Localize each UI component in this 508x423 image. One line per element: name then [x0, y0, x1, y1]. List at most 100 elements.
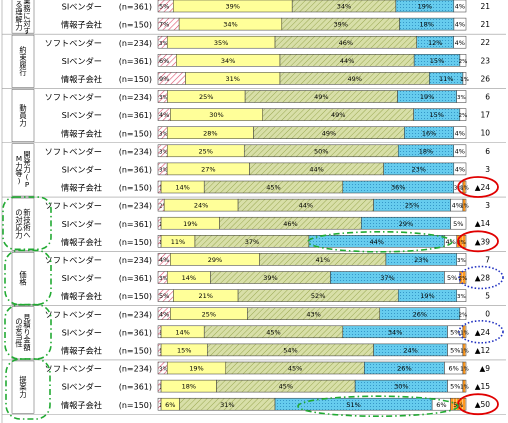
- data-label: 43%: [306, 310, 320, 318]
- diff-value: 3: [485, 165, 490, 174]
- data-label: 30%: [394, 383, 408, 391]
- diff-value: ▲12: [475, 346, 491, 355]
- data-label: 4%: [455, 39, 465, 47]
- row-n-label: (n=150): [119, 347, 152, 356]
- data-label: 3%: [159, 41, 168, 47]
- bar-segment-very-poor: [453, 162, 467, 176]
- green-highlight-group-label: [5, 358, 51, 420]
- diff-value: ▲39: [475, 237, 491, 246]
- row-label: ソフトベンダー: [45, 92, 102, 102]
- data-label: 49%: [322, 129, 336, 137]
- row-label: 情報子会社: [61, 183, 102, 193]
- data-label: 34%: [337, 3, 351, 11]
- row-n-label: (n=234): [119, 256, 152, 265]
- row-n-label: (n=150): [119, 238, 152, 247]
- data-label: 27%: [201, 166, 215, 174]
- data-label: 39%: [333, 21, 347, 29]
- row-label: ソフトベンダー: [45, 201, 102, 211]
- diff-value: 3: [485, 201, 490, 210]
- data-label: 44%: [369, 238, 383, 246]
- row-n-label: (n=361): [119, 328, 152, 337]
- red-highlight-circle: [457, 230, 499, 253]
- group-label: 業務に対す: [23, 0, 31, 35]
- data-label: 3%: [159, 276, 168, 282]
- data-label: 5%: [159, 292, 169, 300]
- group-label: 約束履行: [19, 45, 26, 77]
- group-label-char: 力: [15, 23, 22, 32]
- data-label: 25%: [199, 93, 213, 101]
- row-n-label: (n=234): [119, 365, 152, 374]
- red-highlight-circle: [457, 176, 499, 198]
- row-label: 情報子会社: [61, 346, 102, 356]
- row-label: ソフトベンダー: [45, 255, 102, 265]
- data-label: 44%: [309, 166, 323, 174]
- data-label: 4%: [445, 238, 455, 246]
- group-label-char: 動: [19, 103, 26, 112]
- data-label: 45%: [266, 184, 280, 192]
- diff-value: 23: [480, 56, 490, 65]
- row-label: ソフトベンダー: [45, 146, 102, 156]
- row-label: 情報子会社: [61, 400, 102, 410]
- bar-segment-very-poor: [456, 289, 467, 302]
- group-label-char: 約: [19, 45, 26, 54]
- row-label: SIベンダー: [62, 219, 102, 229]
- group-label-char: 額: [23, 343, 30, 352]
- row-n-label: (n=361): [119, 57, 152, 66]
- data-label: 24%: [194, 202, 208, 210]
- row-label: 情報子会社: [61, 291, 102, 301]
- group-label-char: 性: [15, 339, 22, 348]
- row-label: ソフトベンダー: [45, 364, 102, 374]
- red-highlight-circle: [457, 393, 499, 416]
- data-label: 46%: [283, 220, 297, 228]
- diff-value: 10: [480, 129, 490, 138]
- row-label: 情報子会社: [61, 74, 102, 84]
- group-label-char: す: [23, 26, 30, 35]
- group-label-char: 価: [19, 270, 26, 279]
- green-highlight-bar: [297, 395, 459, 418]
- data-label: 3%: [457, 294, 466, 300]
- bar-segment-very-poor: [453, 0, 467, 13]
- group-label-char: P: [25, 180, 30, 189]
- data-label: 36%: [391, 184, 405, 192]
- data-label: 5%: [450, 347, 460, 355]
- group-label-box: [11, 143, 35, 197]
- data-label: 14%: [182, 274, 196, 282]
- row-n-label: (n=234): [119, 93, 152, 102]
- row-n-label: (n=150): [119, 75, 152, 84]
- data-label: 19%: [418, 3, 432, 11]
- group-label-char: 束: [19, 53, 26, 62]
- data-label: 49%: [331, 111, 345, 119]
- diff-value: ▲24: [475, 183, 491, 192]
- group-label-char: 力: [19, 118, 26, 127]
- data-label: 1%: [460, 349, 469, 355]
- group-label: る理解力: [15, 0, 22, 32]
- diff-value: 17: [480, 111, 490, 120]
- data-label: 4%: [452, 202, 462, 210]
- data-label: 2%: [459, 59, 468, 65]
- bar-segment-very-poor: [456, 90, 467, 103]
- group-label: M 力等): [15, 154, 22, 186]
- bar-segment-no-answer: [462, 379, 467, 393]
- row-label: SIベンダー: [62, 2, 102, 12]
- data-label: 21%: [199, 292, 213, 300]
- data-label: 49%: [314, 93, 328, 101]
- group-label-char: 員: [19, 111, 26, 120]
- data-label: 26%: [413, 310, 427, 318]
- diff-value: ▲24: [475, 328, 491, 337]
- data-label: 29%: [399, 220, 413, 228]
- group-label-char: M: [16, 154, 22, 163]
- row-label: ソフトベンダー: [45, 38, 102, 48]
- group-label-char: 力: [23, 165, 30, 174]
- row-n-label: (n=361): [119, 166, 152, 175]
- data-label: 23%: [414, 256, 428, 264]
- data-label: 4%: [159, 111, 169, 119]
- bar-segment-no-answer: [462, 343, 467, 357]
- bar-segment-very-poor: [453, 144, 467, 158]
- group-label-char: 見: [23, 313, 30, 322]
- group-label-box: [11, 0, 35, 34]
- row-n-label: (n=361): [119, 220, 152, 229]
- data-label: 19%: [183, 220, 197, 228]
- data-label: 14%: [175, 328, 189, 336]
- data-label: 51%: [346, 401, 360, 409]
- group-label: 動員力: [19, 103, 26, 127]
